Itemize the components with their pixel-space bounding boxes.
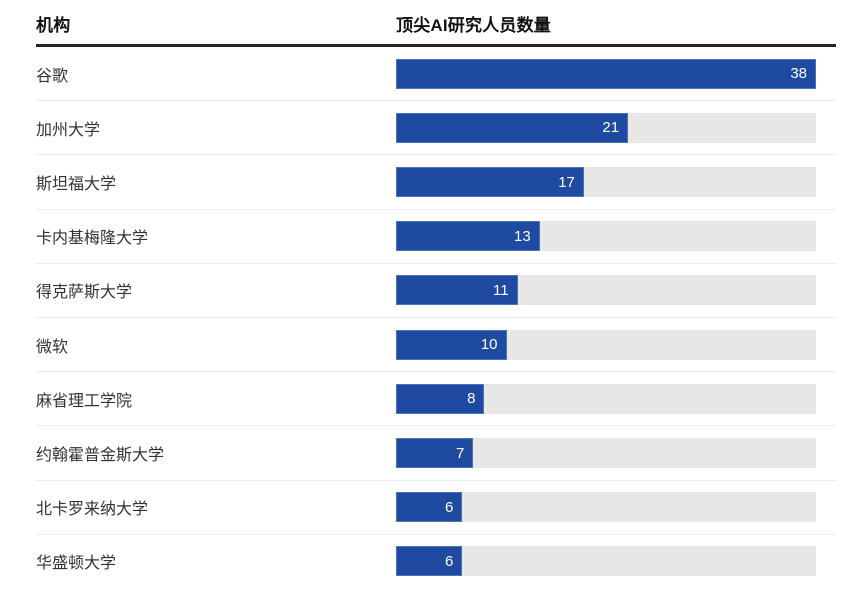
bar-value-label: 11	[493, 281, 509, 299]
bar-cell: 13	[396, 221, 836, 252]
table-header: 机构 顶尖AI研究人员数量	[36, 0, 836, 47]
table-row: 加州大学 21	[36, 101, 836, 156]
table-row: 约翰霍普金斯大学 7	[36, 426, 836, 481]
institution-label: 麻省理工学院	[36, 392, 133, 410]
bar-fill: 7	[396, 438, 474, 469]
institution-column-header: 机构	[36, 16, 71, 35]
bar-value-label: 6	[444, 498, 454, 516]
bar-cell: 7	[396, 438, 836, 469]
bar-fill: 11	[396, 275, 518, 306]
institution-label: 约翰霍普金斯大学	[36, 447, 165, 465]
bar-cell: 8	[396, 383, 836, 414]
bar-fill: 10	[396, 329, 507, 360]
institution-label: 谷歌	[36, 67, 69, 85]
bar-track: 6	[396, 492, 816, 523]
bar-value-label: 7	[456, 444, 465, 462]
institution-label: 卡内基梅隆大学	[36, 230, 149, 248]
institution-label: 华盛顿大学	[36, 555, 117, 573]
bar-track: 7	[396, 438, 816, 469]
institution-label: 北卡罗来纳大学	[36, 501, 149, 519]
bar-value-label: 10	[480, 336, 498, 354]
bar-value-label: 17	[558, 173, 575, 191]
bar-track: 10	[396, 329, 816, 360]
institution-label: 斯坦福大学	[36, 176, 117, 193]
bar-cell: 38	[396, 58, 836, 89]
bar-track: 38	[396, 58, 816, 89]
institution-label: 加州大学	[36, 121, 101, 139]
bar-cell: 17	[396, 167, 836, 197]
bar-track: 11	[396, 275, 816, 306]
bar-value-label: 6	[444, 552, 454, 570]
bar-value-label: 21	[602, 119, 620, 137]
table-row: 斯坦福大学 17	[36, 155, 836, 210]
bar-track: 21	[396, 112, 816, 143]
bar-cell: 11	[396, 275, 836, 306]
bar-cell: 10	[396, 329, 836, 360]
institution-label: 得克萨斯大学	[36, 284, 133, 302]
bar-cell: 6	[396, 546, 836, 577]
table-row: 北卡罗来纳大学 6	[36, 481, 836, 535]
bar-track: 13	[396, 221, 816, 252]
bar-track: 6	[396, 546, 816, 577]
institution-label: 微软	[36, 338, 69, 356]
table-row: 微软 10	[36, 318, 836, 373]
bar-fill: 6	[396, 492, 463, 523]
bar-cell: 21	[396, 112, 836, 143]
bar-cell: 6	[396, 492, 836, 523]
bar-track: 8	[396, 383, 816, 414]
table-row: 谷歌 38	[36, 47, 836, 102]
chart-rows: 谷歌 38 加州大学 21 斯坦福大学 17	[36, 47, 836, 588]
bar-track: 17	[396, 167, 816, 197]
bar-value-label: 13	[513, 227, 531, 245]
bar-fill: 17	[396, 167, 584, 197]
table-row: 麻省理工学院 8	[36, 372, 836, 427]
bar-value-label: 8	[467, 390, 476, 408]
table-row: 得克萨斯大学 11	[36, 264, 836, 319]
bar-fill: 6	[396, 546, 463, 577]
bar-value-label: 38	[790, 65, 807, 83]
bar-fill: 8	[396, 383, 485, 414]
value-column-header: 顶尖AI研究人员数量	[396, 16, 551, 35]
table-row: 华盛顿大学 6	[36, 535, 836, 588]
bar-fill: 21	[396, 112, 629, 143]
table-row: 卡内基梅隆大学 13	[36, 210, 836, 264]
bar-fill: 38	[396, 58, 816, 89]
bar-fill: 13	[396, 221, 540, 252]
